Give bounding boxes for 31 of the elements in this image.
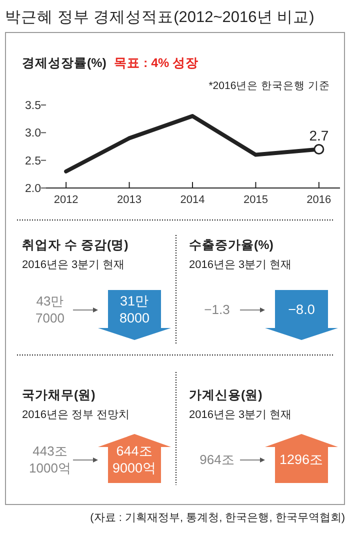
text: 31만 8000	[119, 294, 150, 326]
text: 964조	[200, 452, 234, 467]
text: 2016년은 3분기 현재	[189, 259, 292, 271]
text: −1.3	[204, 302, 230, 317]
text: 443조 1000억	[29, 444, 71, 476]
text: *2016년은 한국은행 기준	[208, 80, 330, 92]
x-tick-label: 2014	[180, 194, 205, 206]
text: 수출증가율(%)	[189, 238, 274, 252]
text: 목표 : 4% 성장	[114, 56, 199, 70]
text: −8.0	[288, 302, 315, 317]
text: 1296조	[279, 452, 324, 467]
text: 644조 9000억	[112, 444, 157, 476]
text: 43만 7000	[36, 294, 64, 326]
y-tick-label: 3.0	[25, 128, 41, 140]
y-tick-label: 2.5	[25, 155, 41, 168]
x-tick-label: 2015	[243, 194, 268, 206]
y-tick-label: 3.5	[25, 100, 41, 112]
text: 가계신용(원)	[189, 388, 262, 402]
text: 취업자 수 증감(명)	[22, 238, 128, 252]
y-tick-label: 2.0	[25, 183, 41, 195]
x-tick-label: 2012	[54, 194, 78, 206]
text: 2016년은 정부 전망치	[22, 409, 130, 421]
data-label: 2.7	[309, 127, 329, 144]
chart-subtitle: 경제성장률(%)	[22, 56, 106, 70]
x-tick-label: 2013	[117, 194, 142, 206]
x-tick-label: 2016	[306, 194, 332, 206]
text: 2016년은 3분기 현재	[189, 409, 292, 421]
text: 국가채무(원)	[22, 388, 96, 402]
chart-title: 박근혜 정부 경제성적표(2012~2016년 비교)	[5, 9, 314, 26]
text: 2016년은 3분기 현재	[22, 259, 125, 271]
text: (자료 : 기획재정부, 통계청, 한국은행, 한국무역협회)	[90, 512, 345, 524]
